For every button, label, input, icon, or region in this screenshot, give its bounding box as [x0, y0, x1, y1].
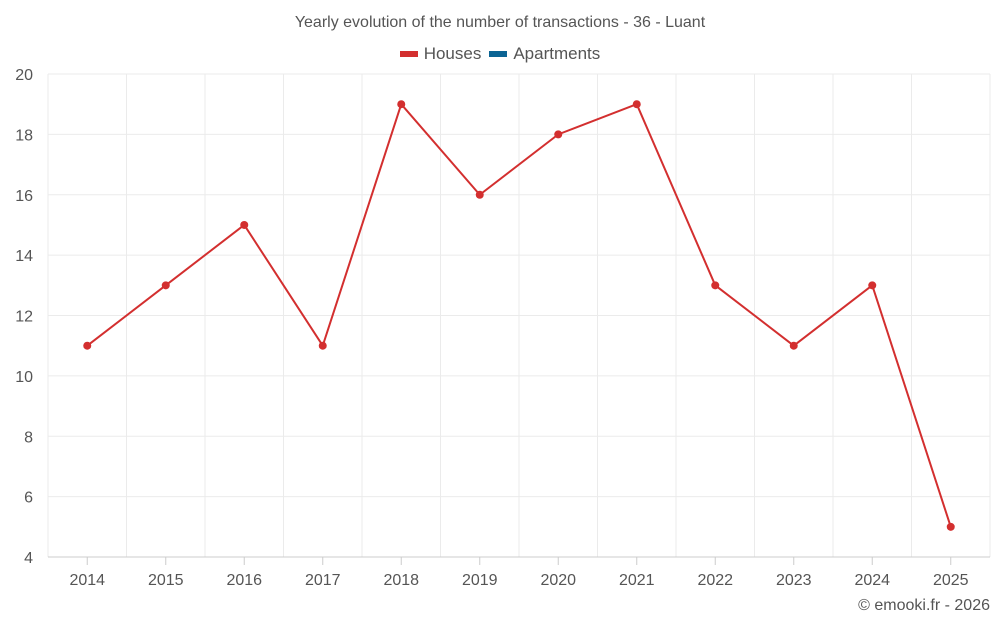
data-point-houses-2015: [161, 281, 170, 290]
data-point-houses-2020: [554, 130, 563, 139]
y-tick-label-4: 4: [24, 550, 33, 567]
legend-swatch-apartments: [489, 51, 508, 57]
x-tick-label-2022: 2022: [697, 572, 733, 589]
data-point-houses-2018: [397, 100, 406, 109]
x-tick-label-2023: 2023: [776, 572, 812, 589]
x-tick-label-2025: 2025: [933, 572, 969, 589]
series-line-houses: [86, 103, 952, 528]
y-tick-label-20: 20: [15, 67, 33, 84]
chart-title: Yearly evolution of the number of transa…: [294, 14, 706, 31]
y-tick-label-10: 10: [15, 369, 33, 386]
y-tick-label-18: 18: [15, 127, 33, 144]
x-tick-label-2021: 2021: [619, 572, 655, 589]
x-tick-label-2016: 2016: [226, 572, 262, 589]
credit-text: © emooki.fr - 2026: [858, 597, 990, 614]
data-point-houses-2025: [946, 522, 955, 531]
data-point-houses-2014: [83, 341, 92, 350]
legend-item-apartments[interactable]: Apartments: [489, 44, 600, 64]
data-point-houses-2016: [240, 220, 249, 229]
data-point-houses-2019: [475, 190, 484, 199]
data-point-houses-2017: [318, 341, 327, 350]
x-tick-label-2017: 2017: [305, 572, 341, 589]
x-tick-label-2015: 2015: [148, 572, 184, 589]
data-point-houses-2024: [868, 281, 877, 290]
y-tick-label-12: 12: [15, 309, 33, 326]
x-tick-label-2024: 2024: [854, 572, 890, 589]
data-point-houses-2021: [632, 100, 641, 109]
x-tick-label-2020: 2020: [540, 572, 576, 589]
legend-label-apartments: Apartments: [513, 44, 601, 63]
data-point-houses-2022: [711, 281, 720, 290]
x-tick-label-2014: 2014: [69, 572, 105, 589]
x-tick-label-2018: 2018: [383, 572, 419, 589]
y-tick-label-8: 8: [24, 429, 33, 446]
legend-item-houses[interactable]: Houses: [399, 44, 482, 64]
legend-swatch-houses: [399, 51, 418, 57]
y-tick-label-14: 14: [15, 248, 33, 265]
y-tick-label-16: 16: [15, 188, 33, 205]
x-tick-label-2019: 2019: [462, 572, 498, 589]
legend-label-houses: Houses: [423, 44, 482, 63]
data-point-houses-2023: [789, 341, 798, 350]
y-tick-label-6: 6: [24, 490, 33, 507]
legend: Houses Apartments: [0, 44, 1000, 64]
